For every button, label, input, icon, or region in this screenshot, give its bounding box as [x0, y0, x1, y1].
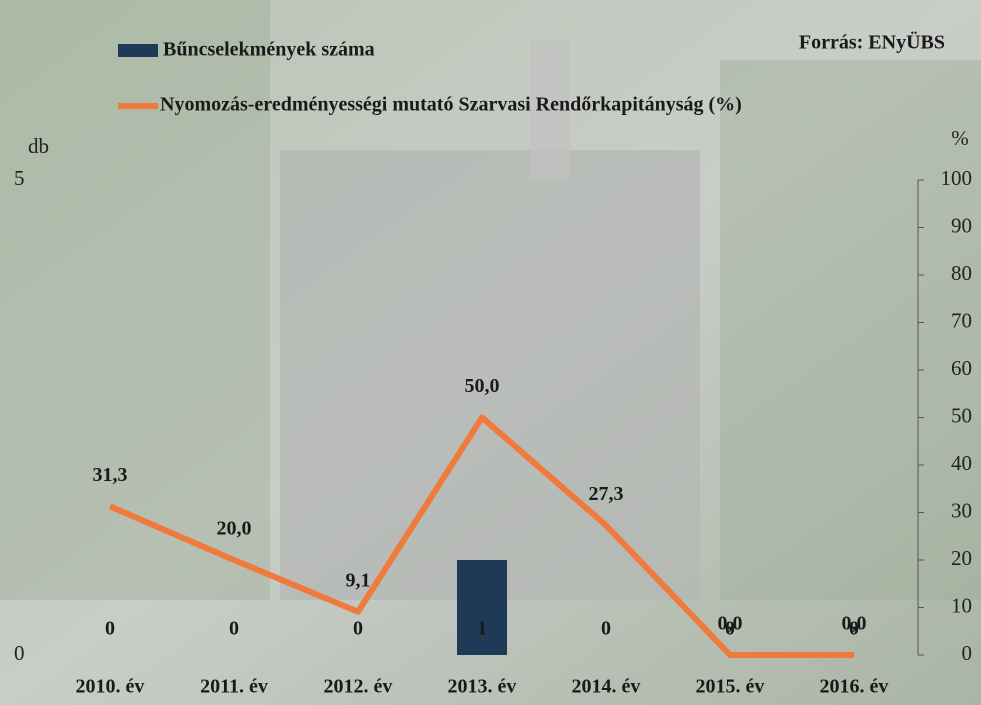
y2-tick-label: 0 — [962, 641, 973, 665]
y2-tick-label: 100 — [941, 166, 973, 190]
x-tick-label: 2012. év — [324, 676, 393, 698]
bar — [457, 560, 507, 655]
source-note: Forrás: ENyÜBS — [799, 31, 945, 54]
y2-tick-label: 70 — [951, 308, 972, 332]
legend-label: Bűncselekmények száma — [163, 39, 375, 61]
x-tick-label: 2015. év — [696, 676, 765, 698]
y2-tick-label: 90 — [951, 213, 972, 237]
y-tick-label: 0 — [14, 641, 25, 665]
y2-tick-label: 10 — [951, 593, 972, 617]
x-tick-label: 2010. év — [76, 676, 145, 698]
y-axis-label: db — [28, 134, 49, 158]
line-value-label: 27,3 — [589, 483, 624, 505]
y2-tick-label: 60 — [951, 356, 972, 380]
line-value-label: 0,0 — [842, 613, 867, 635]
legend-bar-swatch — [118, 44, 158, 57]
bar-value-label: 0 — [105, 618, 115, 640]
y2-axis-label: % — [951, 126, 969, 150]
bar-value-label: 0 — [601, 618, 611, 640]
y-tick-label: 5 — [14, 166, 25, 190]
y2-tick-label: 80 — [951, 261, 972, 285]
line-value-label: 20,0 — [217, 518, 252, 540]
legend-label: Nyomozás-eredményességi mutató Szarvasi … — [160, 94, 742, 116]
y2-tick-label: 40 — [951, 451, 972, 475]
y2-tick-label: 50 — [951, 403, 972, 427]
line-value-label: 9,1 — [346, 569, 371, 591]
y2-tick-label: 30 — [951, 498, 972, 522]
x-tick-label: 2016. év — [820, 676, 889, 698]
x-tick-label: 2011. év — [200, 676, 268, 698]
line-value-label: 50,0 — [465, 375, 500, 397]
x-tick-label: 2014. év — [572, 676, 641, 698]
y2-tick-label: 20 — [951, 546, 972, 570]
x-tick-label: 2013. év — [448, 676, 517, 698]
bar-value-label: 0 — [229, 618, 239, 640]
line-value-label: 31,3 — [93, 464, 128, 486]
line-value-label: 0,0 — [718, 613, 743, 635]
trees-left — [0, 0, 270, 600]
bar-value-label: 0 — [353, 618, 363, 640]
trees-right — [720, 60, 981, 600]
chart: Bűncselekmények száma Nyomozás-eredménye… — [0, 0, 981, 705]
bar-value-label: 1 — [477, 618, 487, 640]
